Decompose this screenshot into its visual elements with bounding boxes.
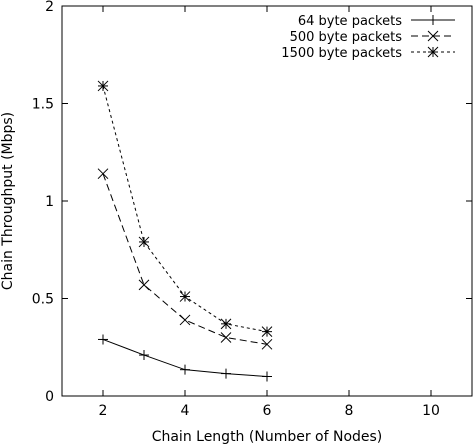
legend-marker-2-stroke [427,30,439,42]
legend-marker-3-stroke [427,46,439,58]
x-tick-label: 6 [263,403,272,419]
y-tick-label: 1 [45,194,54,210]
data-point-2-stroke [179,314,191,326]
data-point-2 [138,279,150,291]
data-point-3-stroke [261,326,273,338]
data-point-2 [97,168,109,180]
series-lines [97,80,273,382]
legend-label-2: 500 byte packets [290,30,403,45]
data-point-3-stroke [97,80,109,92]
series-2 [97,168,273,350]
series-1 [98,334,272,382]
data-point-2-stroke [97,168,109,180]
data-point-1 [98,334,108,345]
y-axis-label: Chain Throughput (Mbps) [0,112,16,290]
x-tick-label: 8 [345,403,354,419]
plot-frame [61,5,473,397]
y-tick-label: 1.5 [32,97,54,113]
legend-marker-1 [428,15,438,25]
legend-label-1: 64 byte packets [298,14,402,29]
data-point-1 [139,350,149,361]
legend-marker-2 [427,30,439,42]
data-point-3 [97,80,109,92]
legend-marker-3 [427,46,439,58]
data-point-2 [179,314,191,326]
data-point-3 [138,236,150,248]
y-tick-label: 2 [45,0,54,15]
data-point-1 [221,368,231,379]
data-point-1 [180,364,190,375]
series-line-2 [102,173,268,345]
data-point-2-stroke [138,279,150,291]
data-point-3-stroke [138,236,150,248]
data-point-3 [261,326,273,338]
y-tick-label: 0.5 [32,292,54,308]
x-tick-label: 4 [181,403,190,419]
data-point-2-stroke [220,332,232,343]
x-tick-label: 2 [99,403,108,419]
data-point-3 [179,291,191,302]
data-point-3-stroke [179,291,191,302]
series-3 [97,80,273,338]
data-point-2 [261,338,273,350]
x-axis-label: Chain Length (Number of Nodes) [152,429,383,444]
data-point-2-stroke [261,338,273,350]
legend-label-3: 1500 byte packets [281,46,402,61]
axis-ticks: 2 4 6 8 10 0 0.5 1 1.5 2 [32,0,472,419]
data-point-3-stroke [220,318,232,330]
data-point-3 [220,318,232,330]
data-point-2 [220,332,232,343]
data-point-1 [262,371,272,382]
y-tick-label: 0 [45,389,54,405]
x-tick-label: 10 [422,403,440,419]
